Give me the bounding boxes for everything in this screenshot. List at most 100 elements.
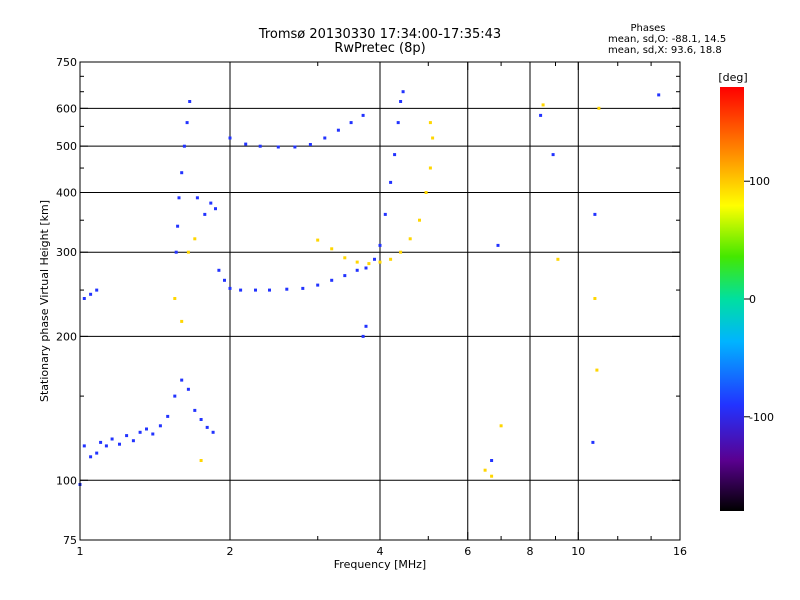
y-tick-label: 400 xyxy=(56,186,77,199)
data-point-x xyxy=(499,424,503,428)
data-point-o xyxy=(199,418,203,421)
data-point-o xyxy=(239,288,243,292)
data-points xyxy=(78,90,661,486)
data-point-x xyxy=(490,474,494,478)
data-point-o xyxy=(228,136,232,140)
x-axis-label: Frequency [MHz] xyxy=(334,558,426,571)
data-point-o xyxy=(82,297,86,300)
data-point-x xyxy=(316,238,320,242)
data-point-o xyxy=(343,274,347,278)
data-point-x xyxy=(330,247,334,251)
y-tick-label: 300 xyxy=(56,246,77,259)
data-point-o xyxy=(285,287,289,291)
data-point-o xyxy=(399,100,403,103)
y-tick-label: 200 xyxy=(56,330,77,343)
y-tick-label: 600 xyxy=(56,102,77,115)
data-point-o xyxy=(205,425,209,429)
data-point-o xyxy=(217,268,221,272)
data-point-x xyxy=(428,121,432,125)
data-point-x xyxy=(541,103,545,107)
data-point-o xyxy=(228,286,232,290)
data-point-o xyxy=(186,387,190,391)
data-point-o xyxy=(89,455,93,459)
data-point-x xyxy=(408,237,412,241)
data-point-o xyxy=(323,136,327,140)
data-point-o xyxy=(151,432,155,436)
data-point-x xyxy=(389,257,393,261)
data-point-o xyxy=(104,444,108,448)
data-point-o xyxy=(99,440,103,444)
data-point-o xyxy=(138,430,142,434)
data-point-o xyxy=(188,100,192,103)
chart-subtitle: RwPretec (8p) xyxy=(334,41,425,56)
data-point-o xyxy=(244,142,248,146)
data-point-o xyxy=(336,128,340,132)
data-point-o xyxy=(158,424,162,428)
data-point-x xyxy=(367,262,371,266)
phase-line-x: mean, sd,X: 93.6, 18.8 xyxy=(608,45,722,56)
data-point-x xyxy=(193,237,197,241)
data-point-o xyxy=(118,442,121,446)
data-point-o xyxy=(378,243,382,247)
colorbar-ticks: 100 0 -100 xyxy=(744,175,774,424)
data-point-o xyxy=(361,113,365,117)
data-point-o xyxy=(185,121,189,125)
data-point-o xyxy=(301,286,305,290)
data-point-o xyxy=(364,324,368,328)
x-tick-label: 4 xyxy=(377,545,384,558)
data-point-o xyxy=(383,212,387,216)
data-point-x xyxy=(399,250,403,254)
y-tick-label: 100 xyxy=(56,474,77,487)
chart-title: Tromsø 20130330 17:34:00-17:35:43 xyxy=(258,27,501,42)
data-point-o xyxy=(89,292,93,296)
data-point-o xyxy=(657,93,661,97)
y-tick-label: 75 xyxy=(63,534,77,547)
colorbar-tick-label: 100 xyxy=(749,175,770,188)
x-tick-label: 16 xyxy=(673,545,687,558)
data-point-o xyxy=(361,334,365,338)
data-point-o xyxy=(174,250,178,254)
data-point-o xyxy=(258,144,262,148)
data-point-o xyxy=(276,145,280,149)
data-point-o xyxy=(355,268,359,272)
data-point-o xyxy=(349,121,353,125)
data-point-o xyxy=(396,121,400,125)
data-point-o xyxy=(211,430,215,434)
data-point-o xyxy=(82,444,86,448)
data-point-o xyxy=(173,394,177,398)
data-point-o xyxy=(364,266,368,270)
x-tick-label: 2 xyxy=(227,545,234,558)
colorbar xyxy=(720,87,744,511)
data-point-o xyxy=(177,196,181,200)
data-point-o xyxy=(490,459,494,462)
data-point-x xyxy=(483,468,487,472)
data-point-x xyxy=(355,260,359,264)
x-tick-label: 10 xyxy=(571,545,585,558)
data-point-o xyxy=(180,171,184,175)
data-point-o xyxy=(539,113,543,117)
data-point-o xyxy=(110,437,114,441)
data-point-x xyxy=(597,106,601,110)
data-point-o xyxy=(193,408,197,412)
data-point-o xyxy=(389,180,393,184)
data-point-o xyxy=(182,144,186,148)
data-point-o xyxy=(293,145,297,149)
data-point-o xyxy=(145,427,148,431)
data-point-x xyxy=(173,297,177,300)
data-point-o xyxy=(393,153,397,157)
y-tick-label: 750 xyxy=(56,56,77,69)
x-tick-label: 1 xyxy=(77,545,84,558)
data-point-o xyxy=(401,90,405,94)
data-point-o xyxy=(330,278,334,282)
colorbar-tick-label: -100 xyxy=(749,411,774,424)
axis-ticks: 1 2 4 6 8 10 16 75 100 200 300 400 500 600 750 xyxy=(56,56,687,558)
data-point-x xyxy=(595,368,599,372)
phase-heading: Phases xyxy=(630,23,665,34)
data-point-o xyxy=(209,201,213,205)
data-point-o xyxy=(176,224,180,228)
data-point-o xyxy=(593,212,597,216)
data-point-o xyxy=(214,207,217,211)
data-point-o xyxy=(223,278,226,282)
data-point-o xyxy=(203,212,207,216)
